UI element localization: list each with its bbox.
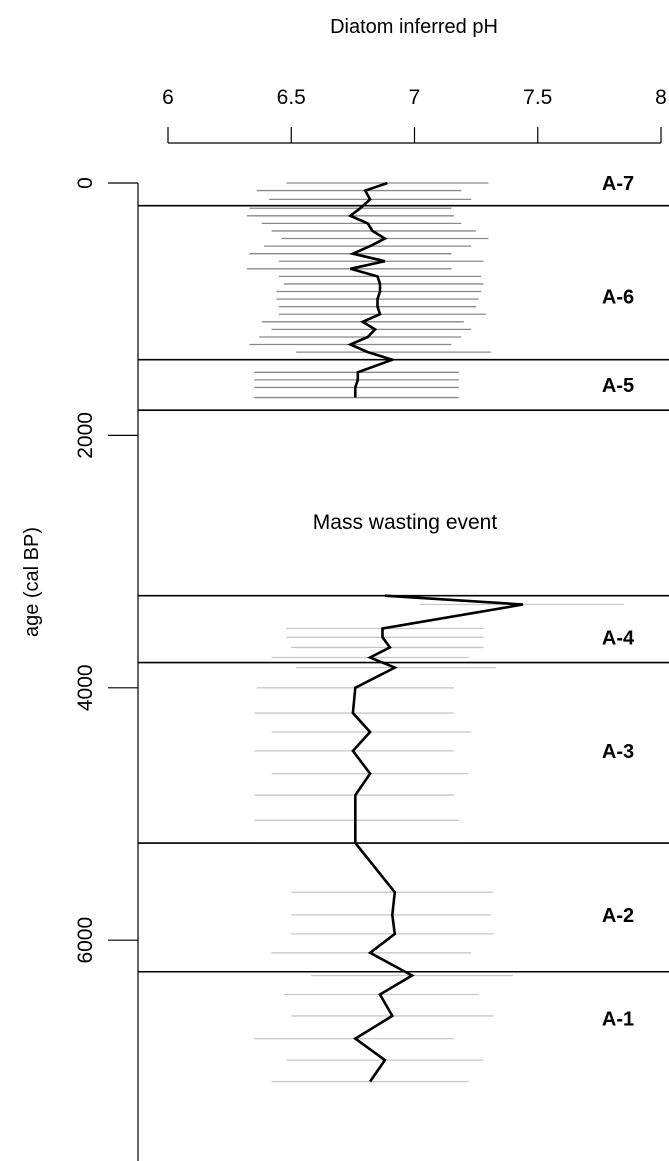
y-tick-label: 0: [74, 177, 97, 189]
zone-label: A-3: [602, 741, 634, 763]
mass-wasting-annotation: Mass wasting event: [313, 511, 498, 534]
zone-label: A-2: [602, 905, 634, 927]
x-axis-title: Diatom inferred pH: [330, 16, 498, 38]
y-tick-label: 4000: [74, 664, 97, 711]
y-tick-label: 2000: [74, 412, 97, 459]
zone-boundaries: [138, 204, 669, 973]
zone-label: A-4: [602, 627, 635, 649]
x-axis: Diatom inferred pH 6 6.5 7 7.5 8: [162, 16, 667, 144]
zone-label: A-5: [602, 375, 634, 397]
x-tick-label: 6: [162, 86, 174, 109]
error-bars: [246, 182, 625, 1083]
y-tick-label: 6000: [74, 917, 97, 964]
ph-line: [351, 594, 524, 1083]
zone-label: A-6: [602, 287, 634, 309]
x-tick-label: 7.5: [523, 86, 552, 109]
zone-label: A-7: [602, 173, 634, 195]
zone-label: A-1: [602, 1008, 634, 1030]
x-tick-label: 7: [409, 86, 421, 109]
zone-labels: A-7 A-6 A-5 A-4 A-3 A-2 A-1: [602, 173, 635, 1030]
ph-line: [347, 181, 397, 398]
y-axis-title: age (cal BP): [21, 527, 43, 637]
y-axis: age (cal BP) 0 2000 4000 6000: [21, 177, 139, 1161]
ph-series: [347, 181, 524, 1083]
x-tick-label: 6.5: [277, 86, 306, 109]
x-tick-label: 8: [655, 86, 667, 109]
